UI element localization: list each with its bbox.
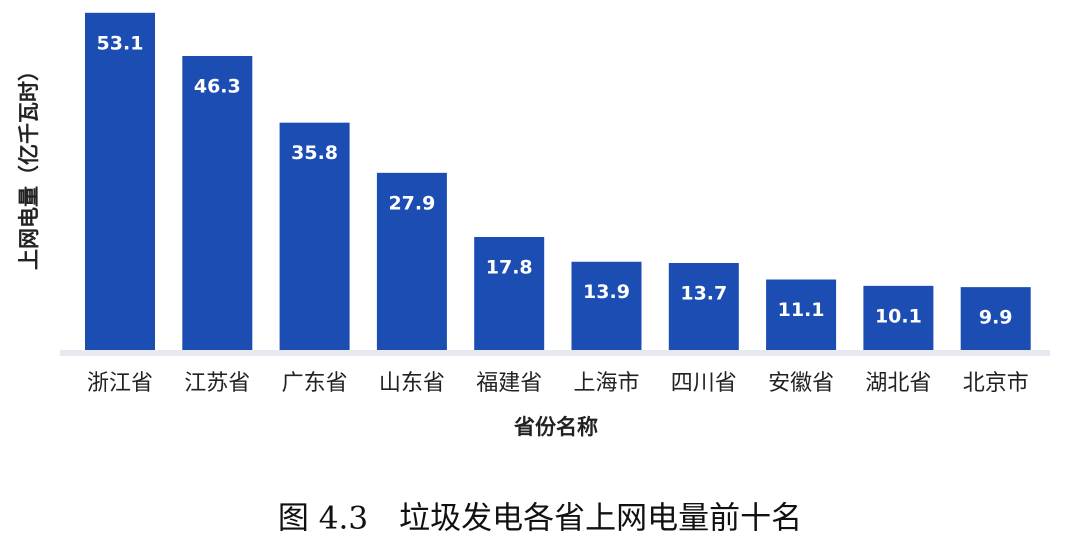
data-label: 46.3	[194, 75, 241, 97]
x-tick-label: 湖北省	[865, 371, 931, 396]
bar	[766, 279, 837, 350]
bar	[863, 285, 934, 350]
bar	[376, 172, 447, 350]
bar	[279, 122, 350, 350]
bar	[960, 287, 1031, 350]
x-tick-label: 上海市	[573, 371, 639, 396]
y-axis-label: 上网电量（亿千瓦时）	[17, 60, 41, 270]
data-label: 10.1	[875, 305, 922, 327]
x-tick-label: 江苏省	[184, 371, 250, 396]
data-label: 9.9	[979, 307, 1013, 329]
data-label: 53.1	[97, 32, 144, 54]
floor-shadow	[60, 350, 1050, 356]
data-label: 13.7	[680, 283, 727, 305]
data-label: 11.1	[778, 299, 825, 321]
x-tick-label: 北京市	[963, 371, 1029, 396]
x-tick-label: 安徽省	[768, 371, 834, 396]
x-tick-label: 广东省	[282, 371, 348, 396]
x-tick-label: 福建省	[476, 371, 542, 396]
caption: 图 4.3 垃圾发电各省上网电量前十名	[278, 501, 802, 537]
data-label: 13.9	[583, 281, 630, 303]
x-axis-label: 省份名称	[513, 415, 598, 439]
bar	[474, 236, 545, 350]
x-tick-label: 山东省	[379, 371, 445, 396]
data-label: 17.8	[486, 256, 533, 278]
x-tick-label: 浙江省	[87, 371, 153, 396]
data-label: 27.9	[388, 192, 435, 214]
bar	[571, 261, 642, 350]
bar	[85, 12, 155, 350]
bar	[668, 263, 739, 350]
x-tick-label: 四川省	[671, 371, 737, 396]
data-label: 35.8	[291, 142, 338, 164]
bar	[182, 55, 253, 351]
